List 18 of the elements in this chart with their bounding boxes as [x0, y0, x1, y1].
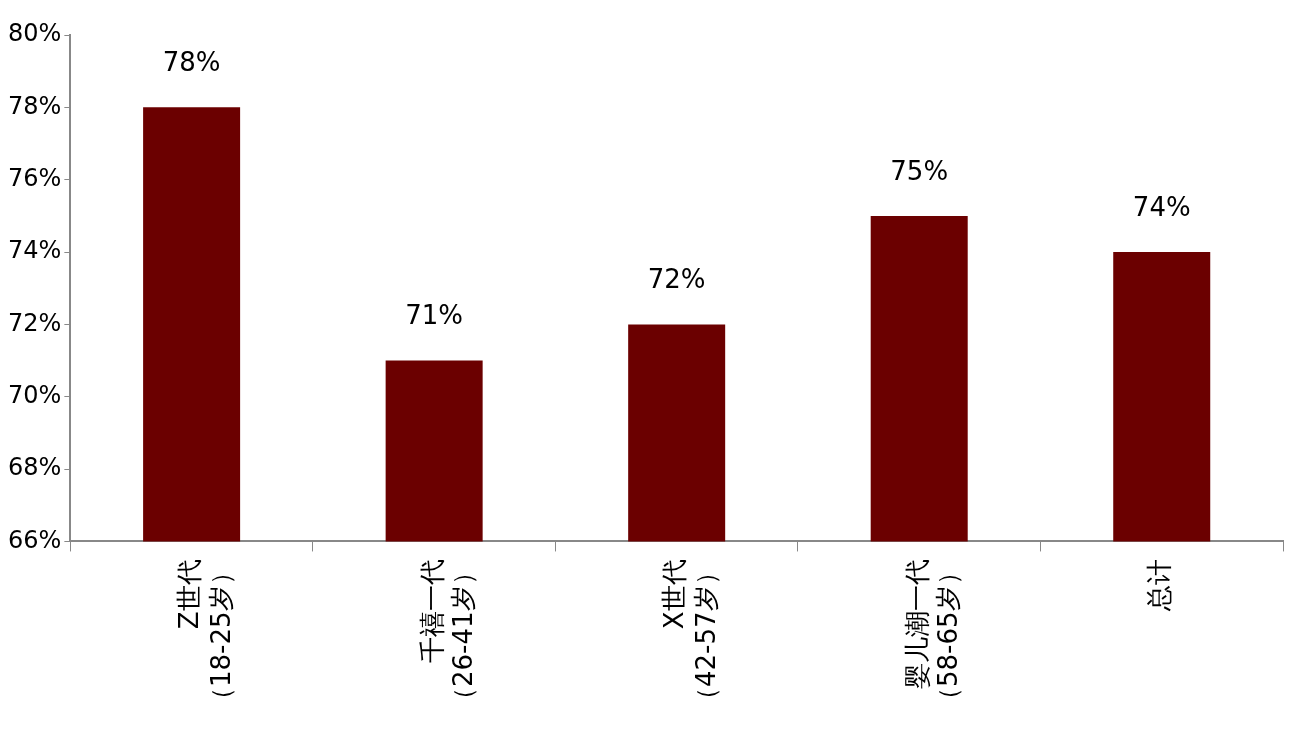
- y-tick-label: 68%: [8, 453, 62, 482]
- data-label: 72%: [647, 264, 706, 295]
- y-tick-label: 74%: [8, 236, 62, 265]
- y-tick-label: 70%: [8, 380, 62, 409]
- y-tick-label: 66%: [8, 525, 62, 554]
- x-tick-label: 婴儿潮一代（58-65岁）: [901, 559, 964, 714]
- y-tick-label: 76%: [8, 163, 62, 192]
- x-tick-label: Z世代（18-25岁）: [174, 559, 236, 714]
- x-tick-label: 总计: [1144, 559, 1175, 613]
- y-tick-label: 72%: [8, 308, 62, 337]
- x-tick-label: 千禧一代（26-41岁）: [416, 559, 479, 714]
- data-label: 75%: [890, 155, 949, 186]
- data-label: 74%: [1132, 191, 1191, 222]
- y-tick-label: 80%: [8, 19, 62, 48]
- x-tick-label: X世代（42-57岁）: [659, 559, 721, 714]
- data-label: 78%: [162, 47, 221, 78]
- y-tick-label: 78%: [8, 91, 62, 120]
- data-label: 71%: [405, 300, 464, 331]
